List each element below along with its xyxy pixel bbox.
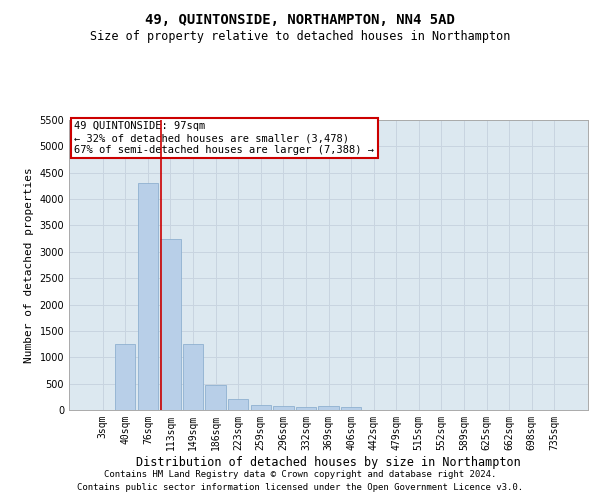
Bar: [228, 400, 248, 410]
Text: 49, QUINTONSIDE, NORTHAMPTON, NN4 5AD: 49, QUINTONSIDE, NORTHAMPTON, NN4 5AD: [145, 12, 455, 26]
Bar: [251, 404, 271, 410]
Bar: [183, 344, 203, 410]
Bar: [273, 406, 293, 410]
Bar: [160, 238, 181, 410]
Bar: [341, 408, 361, 410]
Text: 49 QUINTONSIDE: 97sqm
← 32% of detached houses are smaller (3,478)
67% of semi-d: 49 QUINTONSIDE: 97sqm ← 32% of detached …: [74, 122, 374, 154]
Bar: [115, 344, 136, 410]
Text: Size of property relative to detached houses in Northampton: Size of property relative to detached ho…: [90, 30, 510, 43]
Text: Contains HM Land Registry data © Crown copyright and database right 2024.: Contains HM Land Registry data © Crown c…: [104, 470, 496, 479]
Bar: [319, 406, 338, 410]
Bar: [296, 408, 316, 410]
X-axis label: Distribution of detached houses by size in Northampton: Distribution of detached houses by size …: [136, 456, 521, 468]
Bar: [205, 384, 226, 410]
Bar: [138, 184, 158, 410]
Text: Contains public sector information licensed under the Open Government Licence v3: Contains public sector information licen…: [77, 484, 523, 492]
Y-axis label: Number of detached properties: Number of detached properties: [24, 167, 34, 363]
